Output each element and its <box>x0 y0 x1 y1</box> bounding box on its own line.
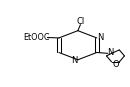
Text: EtOOC: EtOOC <box>23 33 50 42</box>
Text: N: N <box>107 48 113 57</box>
Text: N: N <box>71 56 77 65</box>
Text: N: N <box>97 33 104 42</box>
Text: O: O <box>112 60 119 69</box>
Text: Cl: Cl <box>77 17 85 26</box>
